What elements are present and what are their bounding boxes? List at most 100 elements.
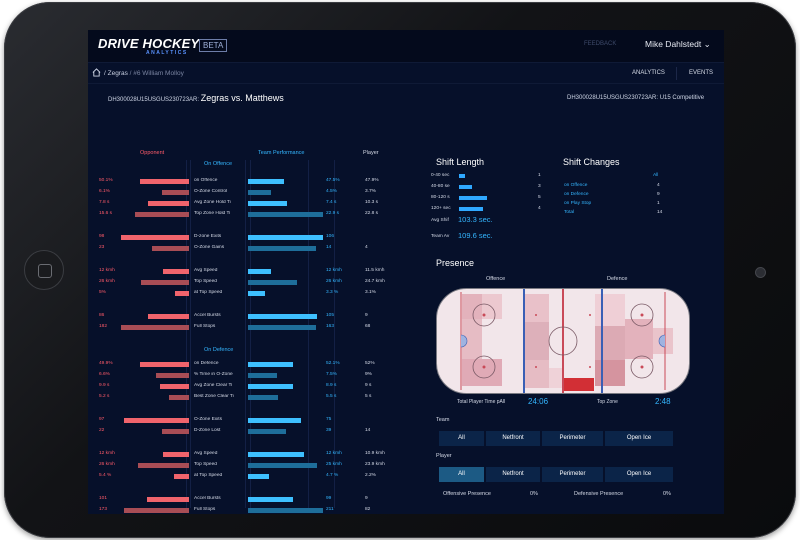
team-bar [248,429,286,434]
matchup-title: Zegras vs. Matthews [200,93,284,103]
offensive-presence-label: Offensive Presence [443,491,491,497]
heat-cell [462,359,502,386]
toi-label: Total Player Time pAll [457,399,506,405]
filter-player_filters-0[interactable]: All [439,467,484,482]
avg-shift-value: 103.3 sec. [458,215,493,224]
team-bar [248,508,323,513]
metric-player-value: 10.9 kmh [365,451,385,456]
tablet-frame: DRIVE HOCKEY ANALYTICS BETA FEEDBACK Mik… [4,2,796,538]
metric-opponent-value: 98 [99,234,105,239]
section-title-defence: On Defence [204,347,234,353]
presence-title: Presence [436,258,475,268]
metric-team-value: 12 kmh [326,451,342,456]
opponent-bar [135,212,189,217]
filter-team_filters-1[interactable]: Netfront [486,431,540,446]
game-title: DH300028U15USGUS230723AR: Zegras vs. Mat… [108,93,284,103]
shift-length-label: 80-120 s [431,195,450,200]
metric-player-value: 11.5 kmh [365,268,385,273]
filter-team_filters-3[interactable]: Open Ice [605,431,673,446]
metric-label: Avg Speed [194,268,218,273]
app-logo-subtitle: ANALYTICS [146,50,188,56]
heat-cell [564,378,594,391]
metric-opponent-value: 12 kmh [99,451,115,456]
metric-opponent-value: 26 kmh [99,279,115,284]
team-avg-label: Team Av [431,234,450,239]
opponent-bar [147,497,189,502]
metric-label: on Defence [194,361,219,366]
metric-opponent-value: 50.1% [99,178,113,183]
shift-changes-all[interactable]: All [653,173,659,178]
filter-player_filters-1[interactable]: Netfront [486,467,540,482]
team-bar [248,384,293,389]
filter-player_filters-3[interactable]: Open Ice [605,467,673,482]
metric-team-value: 12 kmh [326,268,342,273]
team-bar [248,497,293,502]
filter-player_filters-2[interactable]: Perimeter [542,467,603,482]
opponent-bar [162,190,189,195]
opponent-bar [174,474,189,479]
shift-change-value: 1 [657,201,660,206]
game-id: DH300028U15USGUS230723AR: [108,97,200,103]
nav-analytics[interactable]: ANALYTICS [632,70,665,76]
opponent-bar [138,463,189,468]
shift-change-value: 9 [657,192,660,197]
shift-length-label: 120+ sec [431,206,451,211]
metric-label: % Time in O-Zone [194,372,233,377]
team-bar [248,325,316,330]
metric-player-value: 9 s [365,383,372,388]
filter-team_filters-0[interactable]: All [439,431,484,446]
metric-player-value: 22.8 s [365,211,379,216]
rink-heatmap[interactable] [436,288,690,394]
team-bar [248,463,317,468]
metric-team-value: 163 [326,324,335,329]
metric-opponent-value: 6.1% [99,189,110,194]
opponent-bar [124,418,189,423]
heat-cell [595,326,625,360]
metric-opponent-value: 49.9% [99,361,113,366]
team-bar [248,452,304,457]
metric-team-value: 7.5% [326,372,337,377]
metric-team-value: 105 [326,313,335,318]
heat-cell [482,294,502,319]
opponent-bar [148,201,189,206]
opponent-bar [141,280,189,285]
top-bar: DRIVE HOCKEY ANALYTICS BETA FEEDBACK Mik… [88,30,724,63]
metric-team-value: 211 [326,507,334,512]
metric-opponent-value: 22 [99,428,105,433]
opponent-bar [175,291,189,296]
shift-changes-title: Shift Changes [563,157,620,167]
home-button[interactable] [24,250,64,290]
metric-opponent-value: 23 [99,245,105,250]
breadcrumb-team[interactable]: / Zegras [104,70,128,77]
metric-team-value: 47.5% [326,178,340,183]
metric-team-value: 3.3 % [326,290,339,295]
opponent-bar [163,269,189,274]
filter-team_filters-2[interactable]: Perimeter [542,431,603,446]
team-bar [248,314,317,319]
heat-cell [595,360,625,386]
opponent-bar [148,314,189,319]
metric-opponent-value: 101 [99,496,108,501]
team-bar [248,474,269,479]
metric-player-value: 5 s [365,394,372,399]
metric-label: Accel Bursts [194,313,221,318]
feedback-link[interactable]: FEEDBACK [584,41,617,47]
metric-team-value: 106 [326,234,335,239]
heat-cell [462,319,482,359]
user-menu[interactable]: Mike Dahlstedt ⌄ [645,39,711,49]
metric-label: Avg Zone Hold Ti [194,200,231,205]
home-icon[interactable] [92,68,101,77]
player-filter-label: Player [436,453,452,459]
shift-length-count: 4 [538,206,541,211]
team-bar [248,246,316,251]
team-bar [248,280,297,285]
app-logo[interactable]: DRIVE HOCKEY [98,36,200,51]
metric-opponent-value: 26 kmh [99,462,115,467]
metric-label: on Offence [194,178,218,183]
nav-events[interactable]: EVENTS [689,70,714,76]
app-screen: DRIVE HOCKEY ANALYTICS BETA FEEDBACK Mik… [88,30,724,514]
metric-player-value: 82 [365,507,371,512]
breadcrumb-bar: / Zegras / #6 William Molloy ANALYTICS E… [88,63,724,84]
shift-change-value: 14 [657,210,663,215]
heat-cell [524,294,549,322]
